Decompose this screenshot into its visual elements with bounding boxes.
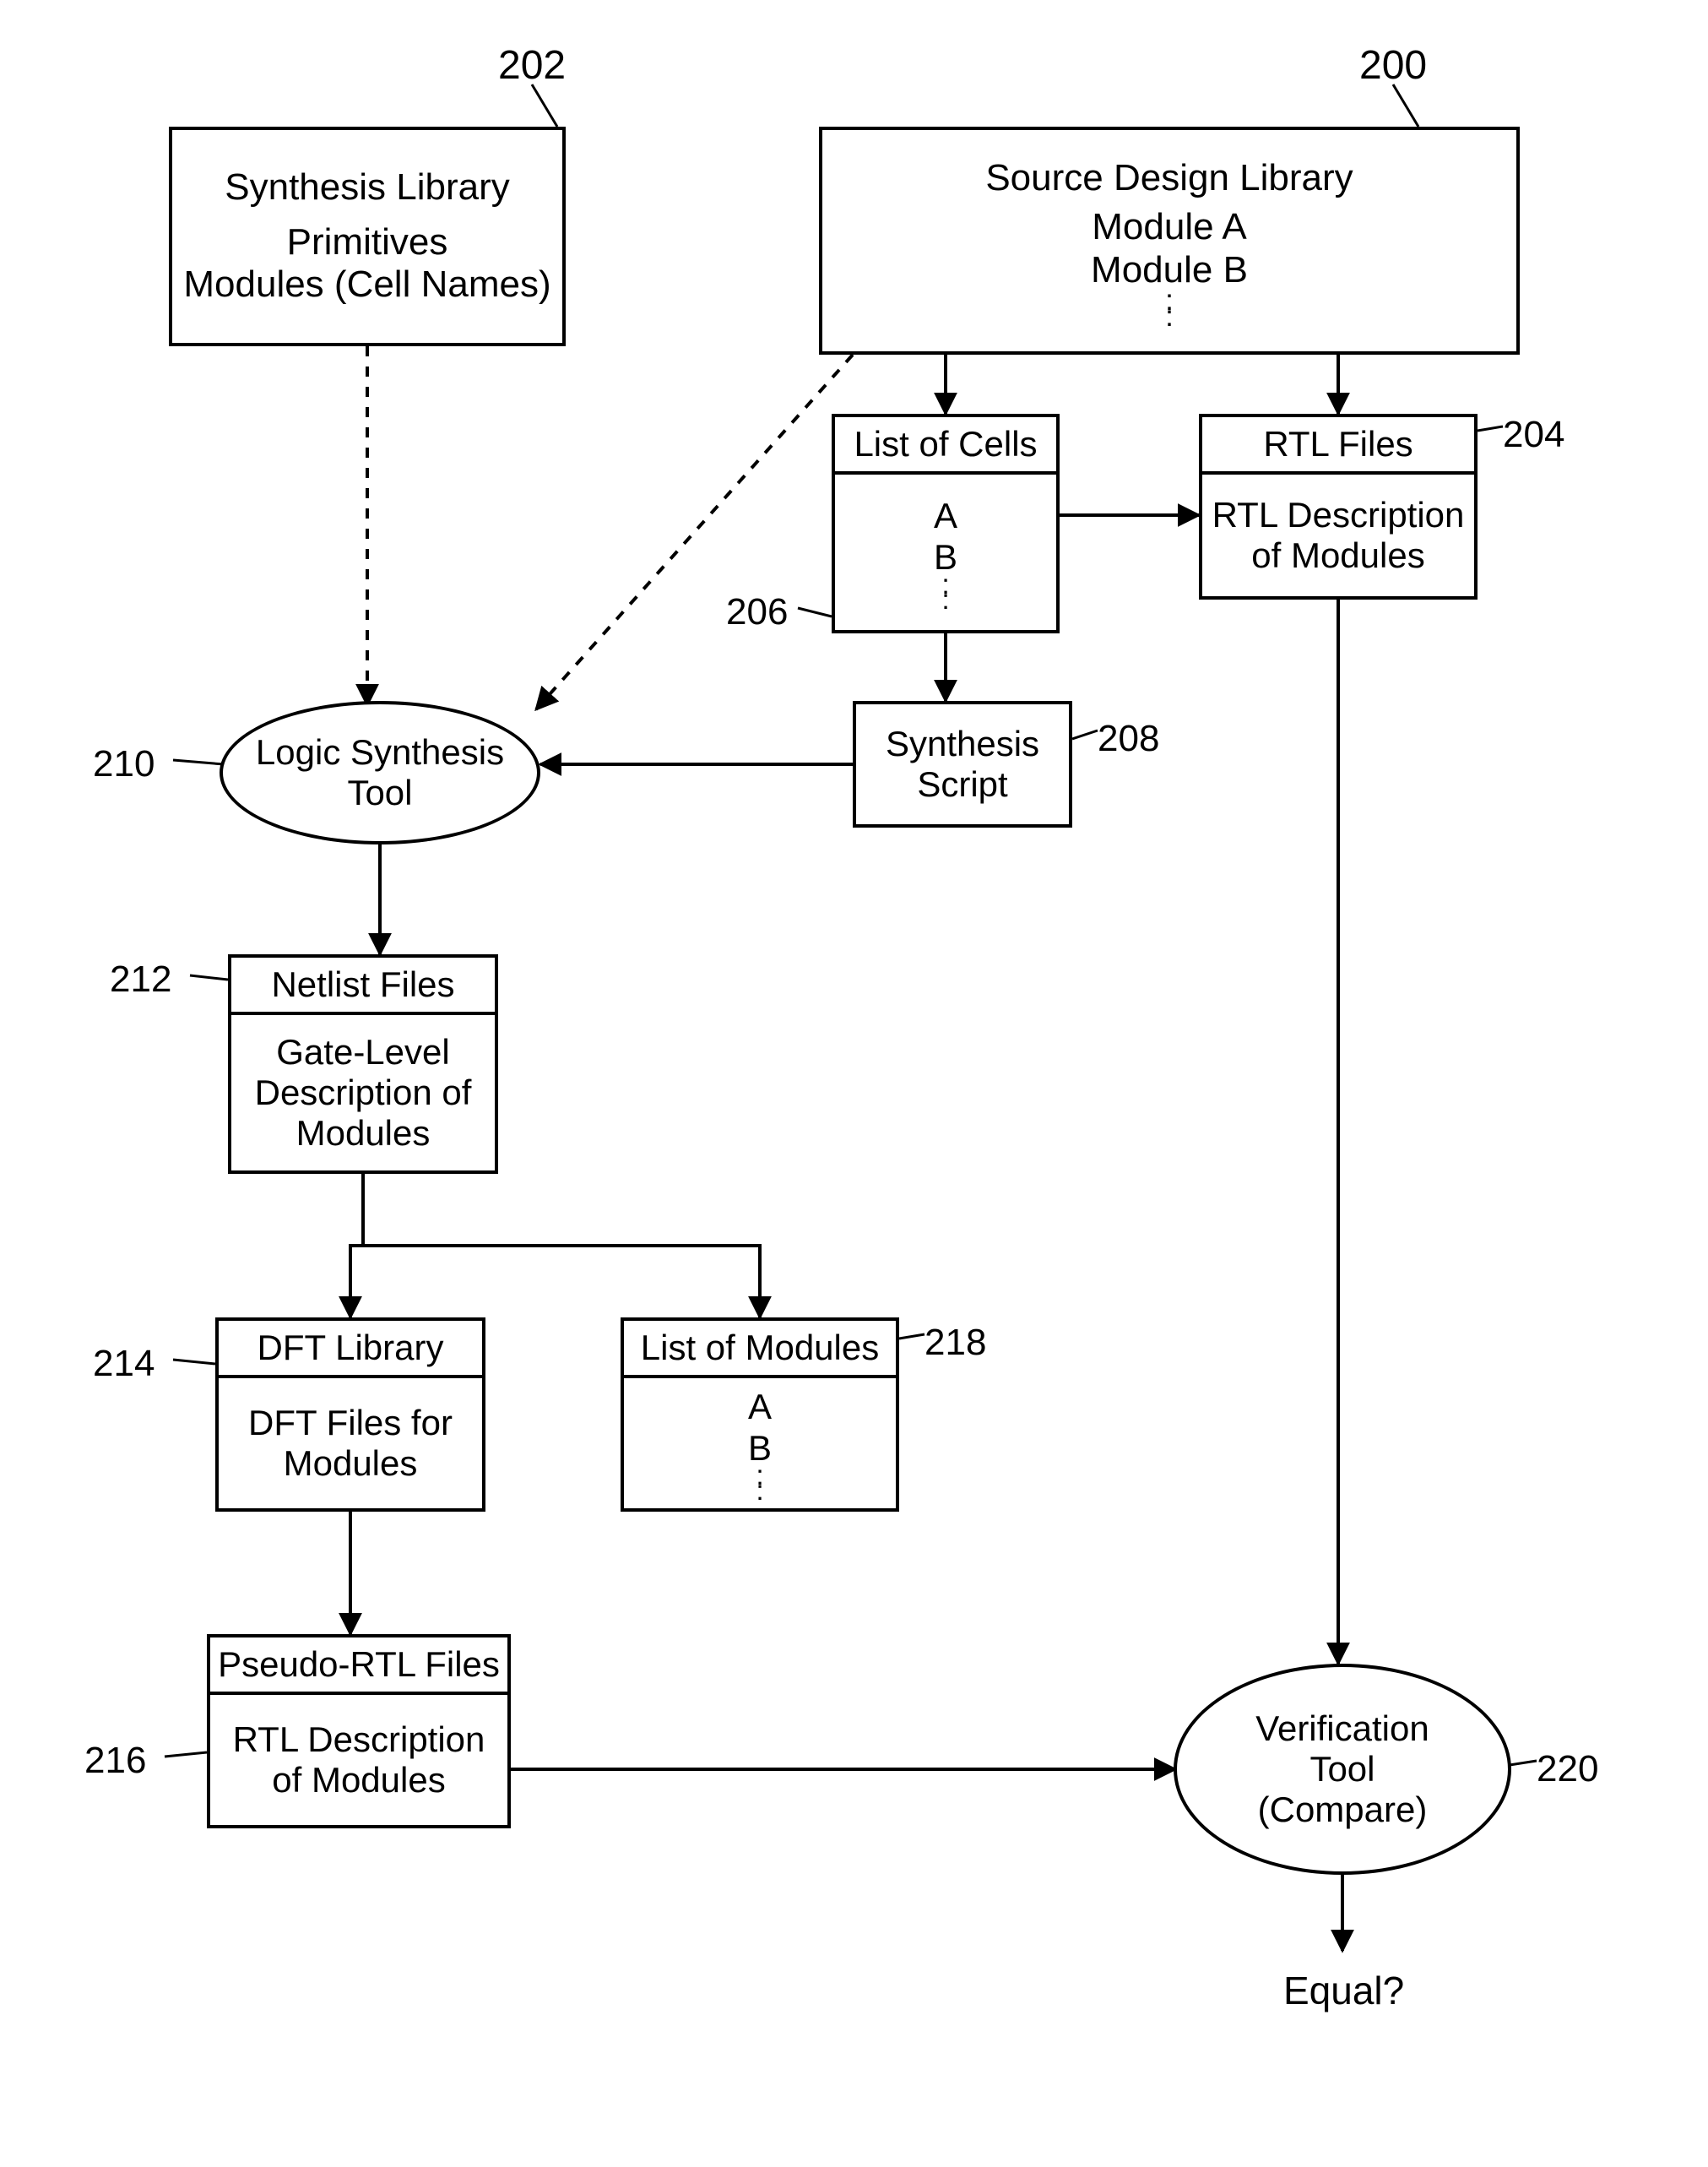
- node-body: Gate-LevelDescription ofModules: [231, 1015, 495, 1170]
- node-srcLib: Source Design LibraryModule AModule B::: [819, 127, 1520, 355]
- node-listCells: List of CellsAB::: [832, 414, 1060, 633]
- node-body: Source Design LibraryModule AModule B::: [822, 130, 1516, 351]
- refnum-synthScript: 208: [1098, 718, 1159, 760]
- node-pseudoRTL: Pseudo-RTL FilesRTL Descriptionof Module…: [207, 1634, 511, 1828]
- edge-netlist-dftLib: [350, 1174, 363, 1317]
- node-synthLib: Synthesis LibraryPrimitivesModules (Cell…: [169, 127, 566, 346]
- equal-label: Equal?: [1283, 1968, 1404, 2013]
- node-verTool: VerificationTool(Compare): [1174, 1664, 1511, 1875]
- node-body: RTL Descriptionof Modules: [210, 1695, 507, 1825]
- refnum-synthLib: 202: [498, 42, 566, 89]
- node-header: DFT Library: [219, 1321, 482, 1378]
- diagram-canvas: Synthesis LibraryPrimitivesModules (Cell…: [0, 0, 1708, 2167]
- node-header: List of Cells: [835, 417, 1056, 475]
- node-body: VerificationTool(Compare): [1255, 1708, 1429, 1831]
- node-body: SynthesisScript: [856, 704, 1069, 824]
- node-listModules: List of ModulesAB::: [621, 1317, 899, 1512]
- node-header: Pseudo-RTL Files: [210, 1637, 507, 1695]
- refnum-srcLib: 200: [1359, 42, 1427, 89]
- edge-srcLib-logicTool: [536, 355, 853, 709]
- refnum-rtlFiles: 204: [1503, 414, 1564, 456]
- refnum-verTool: 220: [1537, 1748, 1598, 1790]
- node-body: AB::: [624, 1378, 896, 1508]
- refnum-netlist: 212: [110, 959, 171, 1001]
- node-header: List of Modules: [624, 1321, 896, 1378]
- edge-netlist-listModules: [363, 1174, 760, 1317]
- refnum-pseudoRTL: 216: [84, 1740, 146, 1782]
- refnum-logicTool: 210: [93, 743, 155, 785]
- node-body: DFT Files forModules: [219, 1378, 482, 1508]
- node-body: RTL Descriptionof Modules: [1202, 475, 1474, 596]
- node-body: Synthesis LibraryPrimitivesModules (Cell…: [172, 130, 562, 343]
- node-dftLib: DFT LibraryDFT Files forModules: [215, 1317, 485, 1512]
- refnum-listModules: 218: [924, 1322, 986, 1364]
- node-synthScript: SynthesisScript: [853, 701, 1072, 828]
- node-netlist: Netlist FilesGate-LevelDescription ofMod…: [228, 954, 498, 1174]
- node-header: RTL Files: [1202, 417, 1474, 475]
- node-logicTool: Logic SynthesisTool: [220, 701, 540, 845]
- node-rtlFiles: RTL FilesRTL Descriptionof Modules: [1199, 414, 1478, 600]
- node-header: Netlist Files: [231, 958, 495, 1015]
- refnum-listCells: 206: [726, 591, 788, 633]
- node-body: AB::: [835, 475, 1056, 630]
- node-body: Logic SynthesisTool: [256, 732, 504, 814]
- refnum-dftLib: 214: [93, 1343, 155, 1385]
